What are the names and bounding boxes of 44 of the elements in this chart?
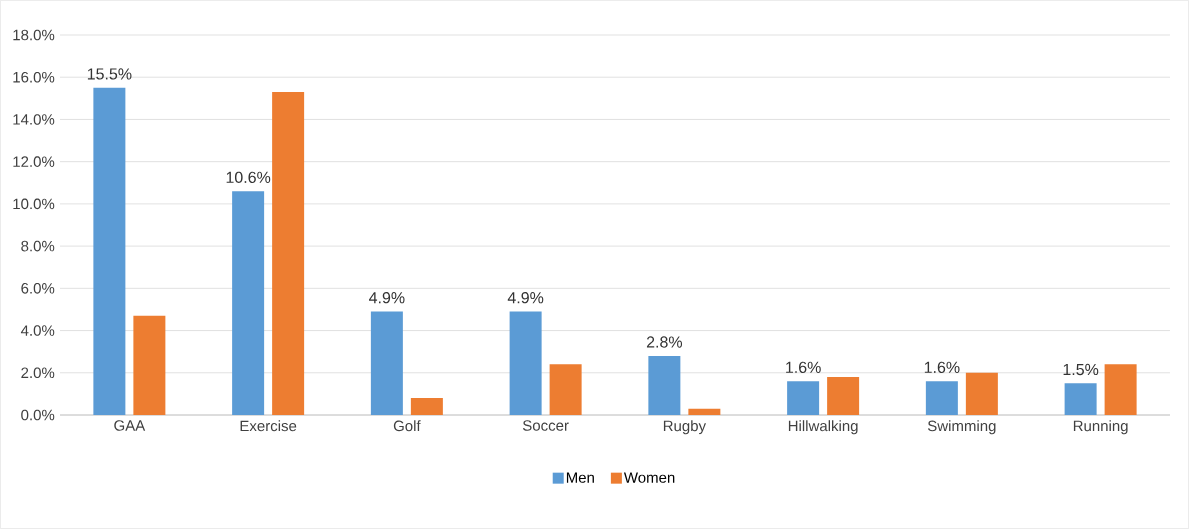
y-tick-label: 16.0%: [13, 71, 55, 83]
bar: [410, 398, 443, 415]
bar: [787, 381, 820, 415]
data-label: 4.9%: [369, 292, 405, 304]
data-label: 15.5%: [87, 68, 132, 80]
x-tick-label: GAA: [114, 420, 146, 431]
y-tick-label: 10.0%: [13, 198, 55, 210]
bar: [965, 372, 998, 415]
x-tick-label: Golf: [393, 420, 421, 432]
bar: [232, 191, 265, 415]
bar: [133, 315, 166, 415]
y-tick-label: 6.0%: [21, 283, 55, 294]
y-tick-label: 8.0%: [21, 240, 55, 252]
data-label: 2.8%: [646, 336, 683, 348]
bar: [688, 408, 721, 415]
y-tick-label: 4.0%: [20, 325, 55, 336]
x-tick-label: Hillwalking: [788, 420, 858, 435]
x-tick-label: Exercise: [240, 420, 297, 432]
y-tick-label: 14.0%: [13, 114, 55, 125]
bar: [1104, 364, 1137, 415]
data-label: 1.6%: [924, 361, 960, 374]
data-label: 10.6%: [226, 171, 271, 184]
bar: [272, 92, 305, 415]
legend-label: Women: [623, 472, 675, 483]
x-tick-label: Rugby: [663, 420, 707, 435]
legend-label: Men: [566, 472, 594, 483]
x-tick-label: Soccer: [522, 420, 569, 431]
y-tick-label: 12.0%: [13, 156, 55, 167]
x-tick-label: Swimming: [927, 420, 996, 435]
data-label: 4.9%: [507, 292, 544, 304]
y-tick-label: 2.0%: [21, 367, 55, 379]
bar: [370, 311, 403, 415]
bar: [925, 381, 958, 415]
y-tick-label: 0.0%: [21, 409, 55, 421]
bar: [549, 364, 582, 415]
bar: [827, 377, 860, 415]
data-label: 1.5%: [1063, 363, 1099, 376]
x-tick-label: Running: [1073, 420, 1128, 435]
data-label: 1.6%: [786, 361, 821, 374]
bar: [1064, 383, 1097, 415]
bar: [93, 87, 126, 415]
y-tick-label: 18.0%: [13, 29, 55, 41]
bar: [509, 311, 542, 415]
bar: [648, 355, 681, 415]
